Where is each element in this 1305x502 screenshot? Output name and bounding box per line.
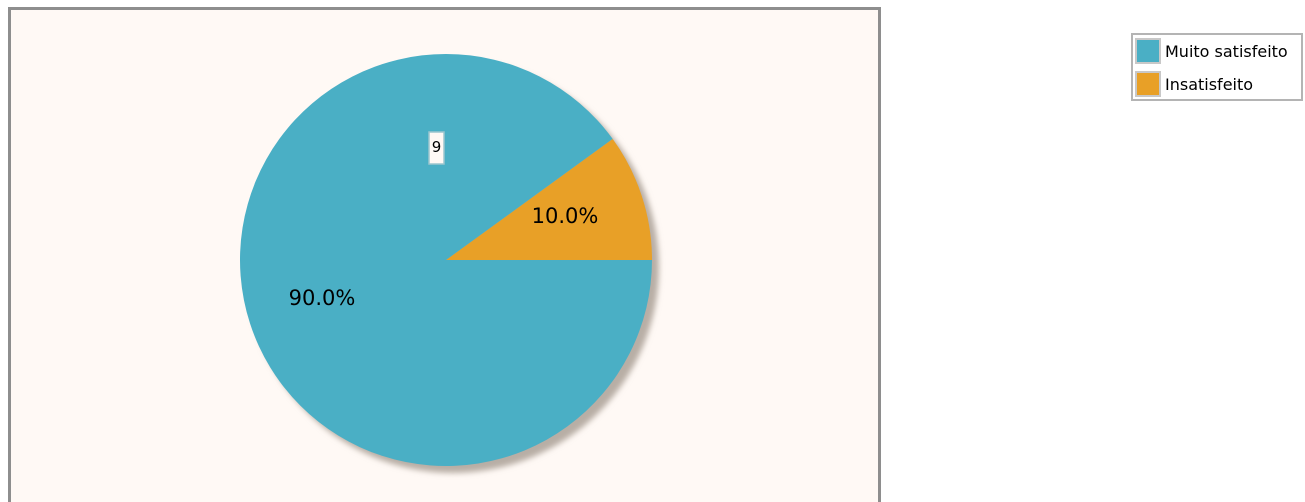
pie-chart: 9 90.0% 10.0% xyxy=(240,54,659,473)
legend-label-muito-satisfeito: Muito satisfeito xyxy=(1165,41,1288,61)
legend: Muito satisfeito Insatisfeito xyxy=(1131,33,1303,101)
legend-swatch-muito-satisfeito xyxy=(1135,38,1161,64)
plot-area: 9 90.0% 10.0% xyxy=(8,7,881,502)
pie-slice-insatisfeito xyxy=(446,138,652,260)
legend-item-muito-satisfeito: Muito satisfeito xyxy=(1135,36,1288,66)
callout-box xyxy=(428,131,445,165)
legend-label-insatisfeito: Insatisfeito xyxy=(1165,74,1254,94)
pie-slice-muito-satisfeito xyxy=(240,54,652,467)
slice-label-insatisfeito: 10.0% xyxy=(532,204,599,228)
pie-slices xyxy=(240,54,652,467)
callout-value: 9 xyxy=(432,138,442,156)
legend-item-insatisfeito: Insatisfeito xyxy=(1135,69,1253,99)
slice-label-muito-satisfeito: 90.0% xyxy=(289,286,356,310)
legend-swatch-insatisfeito xyxy=(1135,71,1161,97)
